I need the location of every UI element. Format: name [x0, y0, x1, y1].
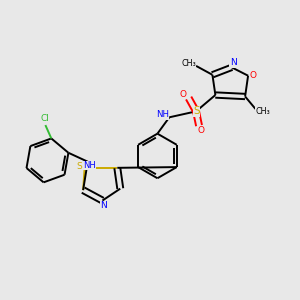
Text: O: O — [180, 90, 187, 99]
Text: O: O — [250, 70, 257, 80]
Text: N: N — [230, 58, 237, 67]
Text: CH₃: CH₃ — [181, 59, 196, 68]
Text: S: S — [76, 161, 82, 170]
Text: N: N — [100, 201, 107, 210]
Text: O: O — [197, 127, 204, 136]
Text: Cl: Cl — [41, 114, 50, 123]
Text: CH₃: CH₃ — [256, 107, 270, 116]
Text: NH: NH — [156, 110, 169, 119]
Text: S: S — [193, 106, 200, 116]
Text: NH: NH — [83, 161, 96, 170]
